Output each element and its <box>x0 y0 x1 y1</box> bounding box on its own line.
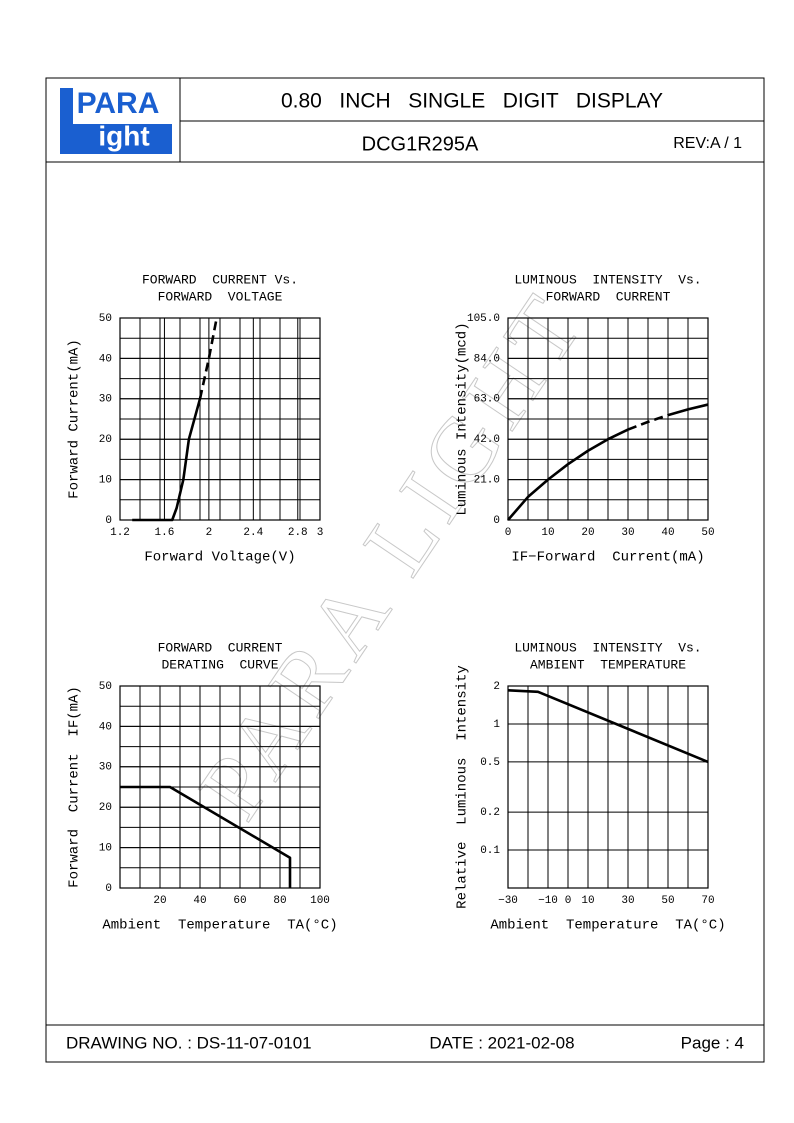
plot-frame <box>507 317 709 521</box>
chart-title: FORWARD CURRENT <box>546 289 671 304</box>
x-tick-label: 2.4 <box>243 527 263 539</box>
x-tick-label: 40 <box>661 527 674 539</box>
series-line <box>627 413 669 431</box>
y-tick-label: 42.0 <box>474 434 500 446</box>
y-tick-label: 2 <box>493 681 500 693</box>
x-tick-label: 20 <box>153 895 166 907</box>
chart-title: AMBIENT TEMPERATURE <box>530 657 686 672</box>
chart-title: FORWARD CURRENT Vs. <box>142 272 298 287</box>
x-axis-label: Ambient Temperature TA(°C) <box>490 918 725 934</box>
logo-bottom: ight <box>98 120 149 151</box>
logo-top: PARA <box>77 87 160 120</box>
x-tick-label: 1.6 <box>155 527 175 539</box>
revision: REV:A / 1 <box>673 135 742 152</box>
x-tick-label: 30 <box>621 895 634 907</box>
x-tick-label: 70 <box>701 895 714 907</box>
y-tick-label: 0 <box>493 515 500 527</box>
y-tick-label: 0.2 <box>480 807 500 819</box>
y-tick-label: 10 <box>99 843 112 855</box>
x-tick-label: 0 <box>505 527 512 539</box>
y-tick-label: 50 <box>99 681 112 693</box>
plot-frame <box>507 685 709 889</box>
chart-title: LUMINOUS INTENSITY Vs. <box>514 272 701 287</box>
series-line <box>507 688 709 764</box>
x-axis-label: Ambient Temperature TA(°C) <box>102 918 337 934</box>
y-tick-label: 20 <box>99 802 112 814</box>
y-tick-label: 105.0 <box>467 313 500 325</box>
y-tick-label: 0.1 <box>480 845 500 857</box>
y-tick-label: 63.0 <box>474 394 500 406</box>
page-border <box>45 77 765 1063</box>
y-axis-label: Forward Current IF(mA) <box>67 686 83 888</box>
y-tick-label: 84.0 <box>474 353 500 365</box>
y-tick-label: 1 <box>493 719 500 731</box>
chart-title: FORWARD CURRENT <box>158 640 283 655</box>
y-tick-label: 0.5 <box>480 757 500 769</box>
y-tick-label: 40 <box>99 721 112 733</box>
y-tick-label: 30 <box>99 394 112 406</box>
y-axis-label: Forward Current(mA) <box>67 339 83 499</box>
series-line <box>132 398 202 522</box>
chart-title: FORWARD VOLTAGE <box>158 289 283 304</box>
x-tick-label: 1.2 <box>110 527 130 539</box>
plot-frame <box>119 317 321 521</box>
x-tick-label: 10 <box>541 527 554 539</box>
y-tick-label: 0 <box>105 883 112 895</box>
x-axis-label: Forward Voltage(V) <box>144 550 295 566</box>
x-tick-label: −10 <box>538 895 558 907</box>
x-tick-label: 60 <box>233 895 246 907</box>
y-tick-label: 0 <box>105 515 112 527</box>
y-tick-label: 20 <box>99 434 112 446</box>
x-tick-label: 3 <box>317 527 324 539</box>
x-tick-label: 100 <box>310 895 330 907</box>
date: DATE : 2021-02-08 <box>429 1033 574 1052</box>
header-title: 0.80 INCH SINGLE DIGIT DISPLAY <box>281 90 663 113</box>
chart-title: DERATING CURVE <box>161 657 278 672</box>
y-axis-label: Relative Luminous Intensity <box>455 665 471 909</box>
x-tick-label: 40 <box>193 895 206 907</box>
y-tick-label: 30 <box>99 762 112 774</box>
series-line <box>120 785 292 888</box>
part-number: DCG1R295A <box>362 133 479 155</box>
y-tick-label: 40 <box>99 353 112 365</box>
y-tick-label: 10 <box>99 475 112 487</box>
x-tick-label: −30 <box>498 895 518 907</box>
x-tick-label: 2 <box>206 527 213 539</box>
series-line <box>507 403 709 521</box>
drawing-number: DRAWING NO. : DS-11-07-0101 <box>66 1033 312 1052</box>
x-tick-label: 20 <box>581 527 594 539</box>
page-number: Page : 4 <box>681 1033 744 1052</box>
x-tick-label: 2.8 <box>288 527 308 539</box>
y-tick-label: 50 <box>99 313 112 325</box>
y-axis-label: Luminous Intensity(mcd) <box>455 322 471 515</box>
logo-box <box>60 124 172 154</box>
x-tick-label: 50 <box>701 527 714 539</box>
chart-title: LUMINOUS INTENSITY Vs. <box>514 640 701 655</box>
y-tick-label: 21.0 <box>474 475 500 487</box>
x-tick-label: 30 <box>621 527 634 539</box>
x-axis-label: IF−Forward Current(mA) <box>511 550 704 566</box>
x-tick-label: 80 <box>273 895 286 907</box>
x-tick-label: 50 <box>661 895 674 907</box>
x-tick-label: 0 <box>565 895 572 907</box>
x-tick-label: 10 <box>581 895 594 907</box>
